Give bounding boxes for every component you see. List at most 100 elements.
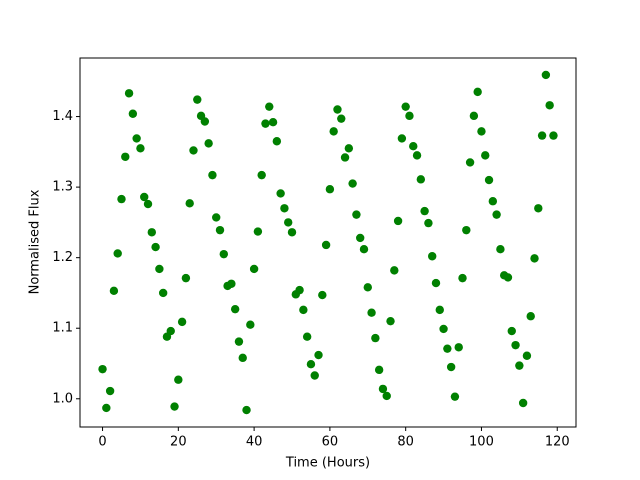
data-point: [276, 189, 285, 198]
data-point: [409, 141, 418, 151]
x-tick-label: 120: [545, 435, 570, 450]
data-point: [382, 391, 391, 401]
y-tick-label: 1.4: [52, 109, 73, 124]
x-axis-label: Time (Hours): [285, 456, 370, 471]
data-point: [314, 350, 323, 360]
data-point: [249, 264, 259, 274]
data-point: [299, 305, 308, 315]
data-point: [124, 89, 134, 98]
data-point: [155, 264, 164, 274]
data-point: [227, 279, 236, 288]
data-point: [193, 95, 202, 104]
data-point: [181, 273, 191, 283]
data-point: [397, 134, 407, 143]
data-point: [113, 249, 122, 258]
data-point: [488, 197, 498, 206]
data-point: [242, 405, 251, 415]
x-tick-label: 0: [98, 435, 106, 450]
data-point: [295, 285, 304, 295]
data-point: [503, 273, 513, 282]
data-point: [481, 151, 490, 160]
data-point: [363, 283, 372, 292]
data-point: [140, 192, 149, 202]
data-point: [390, 266, 399, 275]
data-point: [337, 114, 346, 123]
data-point: [424, 218, 433, 228]
data-point: [98, 364, 107, 374]
data-point: [284, 218, 293, 227]
data-point: [458, 273, 467, 283]
data-point: [208, 170, 217, 180]
data-point: [302, 332, 312, 341]
data-point: [121, 152, 130, 161]
data-point: [253, 227, 263, 236]
data-point: [420, 206, 429, 216]
y-tick-label: 1.2: [52, 250, 73, 265]
data-point: [257, 170, 266, 180]
data-point: [147, 228, 157, 237]
y-tick-label: 1.3: [52, 180, 73, 195]
data-point: [359, 245, 369, 254]
data-point: [132, 134, 141, 143]
data-point: [321, 240, 331, 250]
data-point: [356, 233, 365, 243]
data-point: [541, 70, 551, 80]
data-point: [109, 286, 119, 296]
data-point: [280, 204, 289, 213]
data-point: [374, 365, 384, 375]
data-point: [348, 179, 357, 188]
data-point: [492, 210, 501, 219]
data-point: [166, 326, 175, 336]
data-point: [170, 402, 179, 411]
data-point: [158, 288, 168, 298]
data-point: [189, 146, 198, 155]
data-point: [143, 199, 153, 209]
data-point: [518, 398, 528, 408]
data-point: [318, 290, 327, 300]
data-point: [378, 384, 388, 394]
data-point: [333, 105, 342, 114]
data-point: [204, 139, 213, 148]
y-tick-label: 1.1: [52, 321, 73, 336]
data-point: [545, 101, 554, 110]
data-point: [136, 144, 145, 153]
data-point: [212, 213, 221, 222]
data-point: [102, 403, 111, 413]
data-point: [386, 316, 395, 326]
data-point: [522, 351, 532, 360]
data-point: [371, 333, 380, 343]
y-axis-label: Normalised Flux: [28, 189, 43, 294]
data-point: [177, 317, 187, 327]
data-point: [234, 337, 244, 346]
data-point: [443, 344, 452, 353]
data-point: [325, 185, 335, 194]
data-point: [117, 194, 126, 204]
x-tick-label: 100: [469, 435, 494, 450]
data-point: [469, 111, 479, 121]
data-point: [185, 199, 194, 208]
data-point: [526, 312, 535, 321]
x-tick-label: 80: [397, 435, 414, 450]
data-point: [450, 392, 460, 401]
data-point: [219, 249, 228, 259]
data-point: [310, 371, 319, 380]
data-point: [401, 102, 410, 111]
data-point: [507, 326, 516, 336]
data-point: [416, 175, 426, 184]
data-point: [549, 131, 558, 140]
data-point: [287, 228, 297, 237]
data-point: [496, 245, 505, 254]
data-point: [473, 87, 482, 97]
data-point: [534, 204, 543, 213]
data-point: [537, 131, 547, 140]
data-point: [465, 158, 475, 167]
data-point: [174, 375, 183, 384]
data-point: [393, 216, 403, 226]
data-point: [105, 386, 115, 396]
y-tick-label: 1.0: [52, 391, 73, 406]
data-point: [428, 252, 437, 261]
data-point: [435, 305, 444, 315]
data-point: [238, 353, 247, 363]
data-point: [446, 362, 456, 372]
